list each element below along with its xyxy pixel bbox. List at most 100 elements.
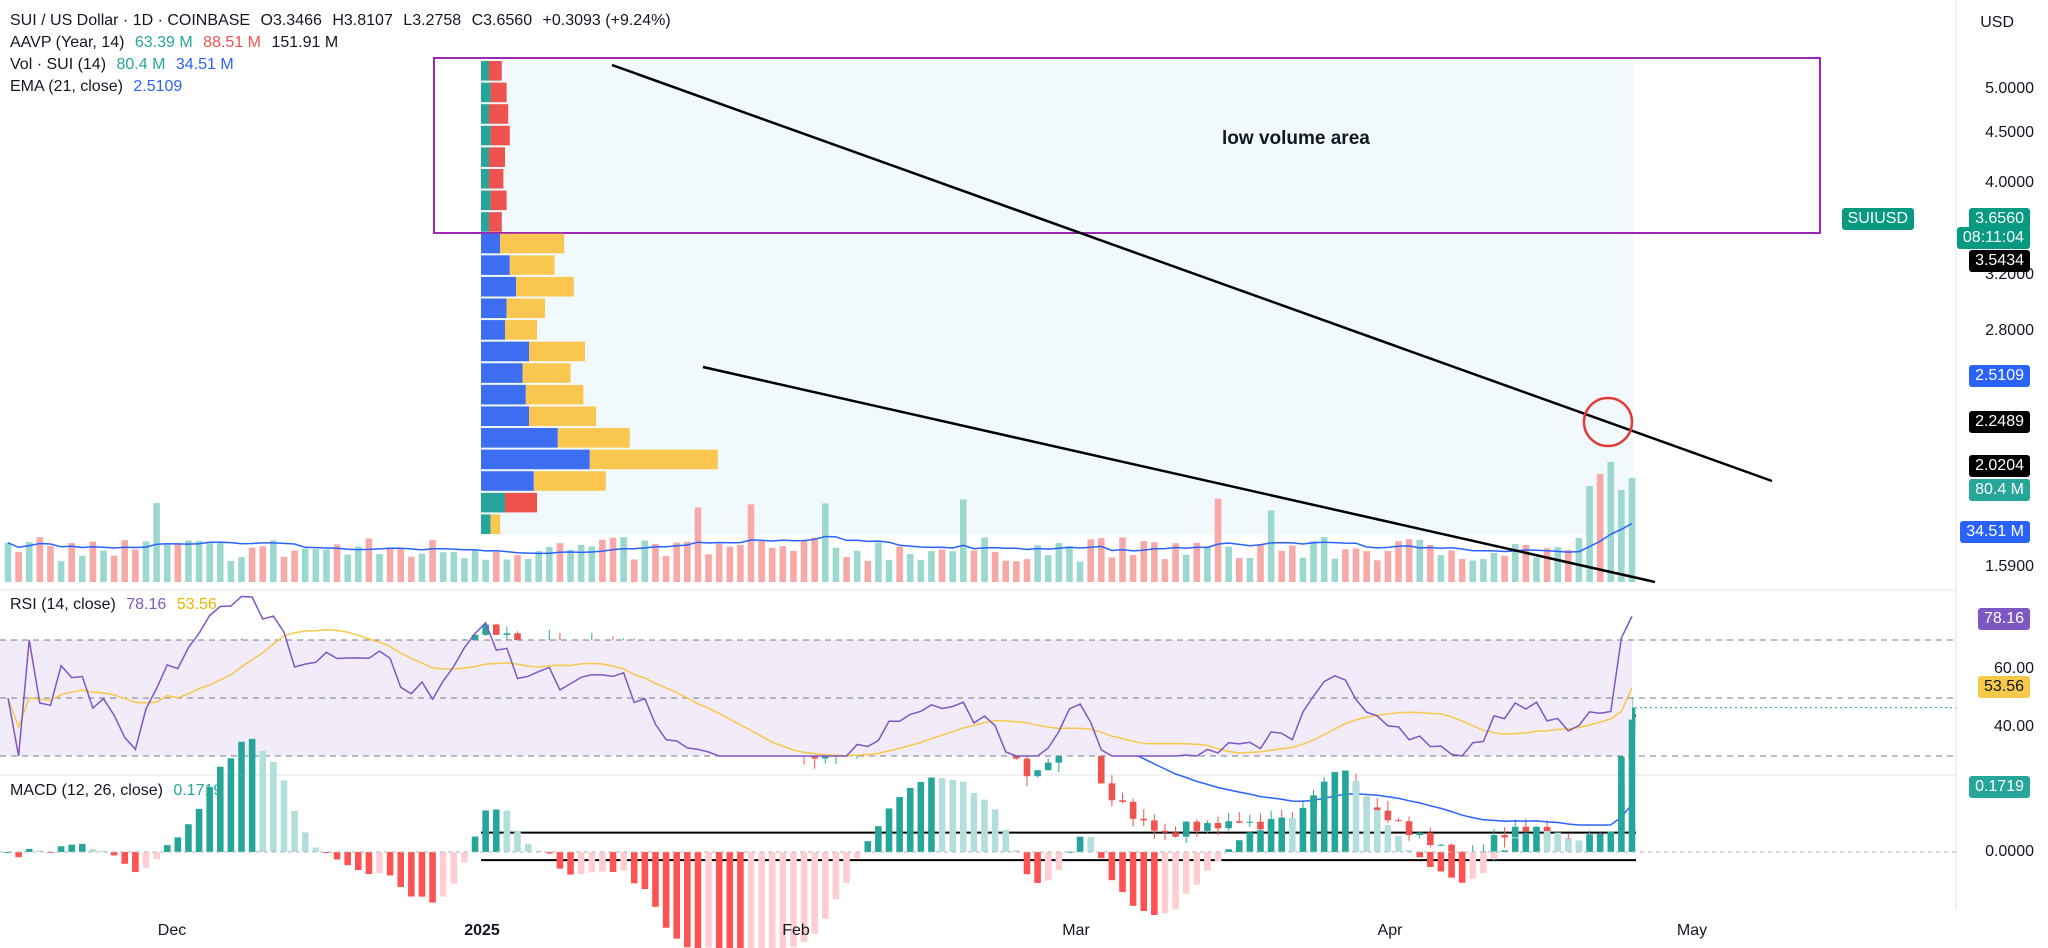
macd-histogram-bar bbox=[418, 852, 426, 897]
macd-histogram-bar bbox=[524, 843, 532, 852]
volume-bar bbox=[1352, 548, 1360, 582]
ema-legend[interactable]: EMA (21, close) 2.5109 bbox=[10, 76, 188, 98]
macd-histogram-bar bbox=[1193, 852, 1201, 885]
macd-histogram-bar bbox=[1596, 833, 1604, 852]
macd-histogram-bar bbox=[1002, 829, 1010, 852]
volume-legend[interactable]: Vol · SUI (14) 80.4 M 34.51 M bbox=[10, 54, 240, 76]
macd-histogram-bar bbox=[790, 852, 797, 948]
aavp-legend[interactable]: AAVP (Year, 14) 63.39 M 88.51 M 151.91 M bbox=[10, 32, 344, 54]
volume-bar bbox=[981, 537, 988, 582]
macd-histogram-bar bbox=[1501, 850, 1508, 852]
volume-profile-up-bar bbox=[481, 125, 491, 146]
volume-bar bbox=[1182, 554, 1190, 582]
macd-histogram-bar bbox=[588, 852, 596, 873]
volume-bar bbox=[1363, 551, 1370, 582]
macd-histogram-bar bbox=[662, 852, 670, 928]
macd-histogram-bar bbox=[737, 852, 744, 948]
volume-bar bbox=[832, 547, 840, 582]
macd-histogram-bar bbox=[684, 852, 691, 948]
macd-label: MACD (12, 26, close) bbox=[10, 782, 163, 799]
volume-profile-down-bar bbox=[490, 514, 501, 534]
breakout-circle bbox=[1582, 396, 1634, 448]
rsi-pane bbox=[0, 595, 1956, 757]
symbol-badge: SUIUSD bbox=[1841, 208, 1914, 230]
volume-bar bbox=[1522, 544, 1530, 582]
volume-profile-down-bar bbox=[489, 168, 504, 189]
volume-label: Vol · SUI (14) bbox=[10, 56, 107, 73]
macd-histogram-bar bbox=[439, 852, 447, 897]
macd-histogram-bar bbox=[1161, 852, 1169, 914]
volume-bar bbox=[25, 542, 33, 582]
volume-bar bbox=[673, 542, 680, 582]
macd-histogram-bar bbox=[567, 852, 574, 875]
candle-body bbox=[811, 755, 818, 759]
macd-histogram-bar bbox=[630, 852, 638, 884]
macd-histogram-bar bbox=[1320, 781, 1328, 852]
volume-bar bbox=[333, 544, 341, 582]
annotation-low-volume-area: low volume area bbox=[1222, 128, 1370, 149]
candle-body bbox=[1448, 844, 1455, 856]
macd-histogram-bar bbox=[36, 850, 44, 852]
volume-bar bbox=[577, 544, 585, 582]
volume-bar bbox=[1384, 551, 1392, 582]
macd-legend[interactable]: MACD (12, 26, close) 0.1719 bbox=[10, 782, 222, 800]
candle-body bbox=[1427, 832, 1434, 846]
volume-profile-up-bar bbox=[481, 104, 489, 124]
macd-histogram-bar bbox=[1214, 852, 1222, 862]
candle-body bbox=[1437, 844, 1445, 846]
volume-bar bbox=[1002, 560, 1010, 582]
volume-bar bbox=[142, 541, 150, 582]
volume-bar bbox=[1129, 555, 1137, 582]
rsi-label: RSI (14, close) bbox=[10, 596, 116, 613]
macd-histogram-bar bbox=[715, 852, 723, 948]
volume-bar bbox=[726, 546, 734, 582]
rsi-legend[interactable]: RSI (14, close) 78.16 53.56 bbox=[10, 596, 217, 614]
currency-selector[interactable]: USD bbox=[1980, 14, 2014, 31]
volume-bar bbox=[1076, 561, 1084, 582]
macd-histogram-bar bbox=[354, 852, 362, 870]
volume-bar bbox=[1267, 510, 1275, 582]
volume-bar bbox=[599, 539, 606, 582]
volume-bar bbox=[259, 546, 267, 582]
lower-trend-line bbox=[702, 365, 1656, 584]
volume-profile-down-bar bbox=[529, 406, 597, 427]
volume-bar bbox=[684, 541, 691, 582]
macd-histogram-bar bbox=[1034, 852, 1041, 883]
volume-bar bbox=[609, 537, 617, 582]
macd-histogram-bar bbox=[333, 852, 341, 860]
macd-histogram-bar bbox=[1342, 770, 1349, 852]
volume-bar bbox=[694, 507, 702, 582]
macd-histogram-bar bbox=[206, 786, 213, 852]
macd-histogram-bar bbox=[1225, 849, 1232, 852]
macd-histogram-bar bbox=[248, 738, 256, 852]
volume-bar bbox=[1225, 546, 1232, 582]
ohlc-high: H3.8107 bbox=[332, 12, 393, 29]
volume-bar bbox=[1023, 559, 1031, 582]
volume-bar bbox=[312, 549, 320, 582]
volume-profile-up-bar bbox=[481, 406, 529, 427]
low-volume-area-box bbox=[433, 57, 1821, 234]
countdown-badge: 08:11:04 bbox=[1956, 227, 2030, 249]
macd-histogram-bar bbox=[906, 787, 914, 852]
macd-histogram-bar bbox=[1405, 850, 1413, 852]
volume-bar bbox=[1119, 537, 1126, 582]
macd-histogram-bar bbox=[981, 799, 988, 852]
macd-histogram-bar bbox=[89, 849, 97, 852]
macd-histogram-bar bbox=[514, 830, 521, 852]
macd-histogram-bar bbox=[991, 809, 999, 852]
macd-histogram-bar bbox=[1427, 852, 1434, 868]
volume-profile-down-bar bbox=[489, 212, 502, 232]
candle-body bbox=[503, 633, 511, 635]
volume-bar bbox=[1427, 544, 1434, 582]
volume-bar bbox=[397, 547, 405, 582]
volume-bar bbox=[1193, 542, 1201, 582]
candle-body bbox=[1108, 783, 1116, 801]
candle-body bbox=[1501, 835, 1508, 838]
macd-histogram-bar bbox=[535, 850, 543, 852]
volume-ma-value: 34.51 M bbox=[175, 56, 234, 73]
volume-profile-down-bar bbox=[557, 428, 630, 448]
volume-bar bbox=[811, 537, 818, 582]
macd-histogram-bar bbox=[800, 852, 808, 942]
volume-bar bbox=[280, 556, 288, 582]
